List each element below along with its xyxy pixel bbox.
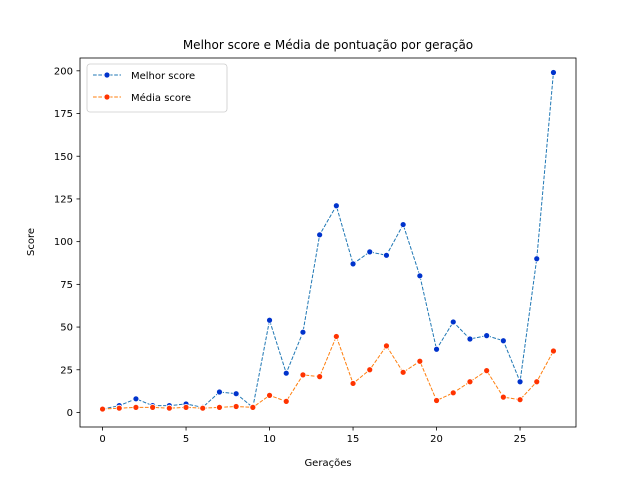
data-point	[449, 318, 457, 326]
data-point	[516, 378, 524, 386]
data-point	[182, 403, 190, 411]
data-point	[332, 202, 340, 210]
data-point	[115, 404, 123, 412]
y-tick-label: 175	[54, 109, 73, 120]
plot-area	[79, 57, 577, 428]
x-axis: 0 5 10 15 20 25	[99, 427, 526, 445]
data-point	[349, 380, 357, 387]
legend-box	[86, 63, 228, 113]
data-point	[533, 255, 541, 263]
data-point	[366, 366, 374, 374]
data-point	[550, 69, 557, 76]
series-line	[102, 72, 554, 410]
x-tick-label: 10	[263, 434, 276, 445]
data-point	[449, 389, 457, 397]
legend-marker	[103, 71, 111, 79]
x-tick-label: 20	[430, 434, 443, 445]
data-point	[416, 272, 424, 280]
series-1	[99, 333, 557, 413]
legend-item: Média score	[93, 92, 191, 104]
data-point	[533, 378, 541, 386]
data-point	[383, 251, 390, 259]
data-point	[232, 390, 240, 398]
data-point	[232, 403, 240, 410]
y-tick-label: 150	[54, 152, 73, 163]
series-0	[99, 69, 557, 413]
data-point	[299, 328, 307, 336]
data-point	[516, 396, 524, 404]
y-tick-label: 50	[60, 323, 73, 334]
data-point	[499, 393, 507, 401]
legend-label: Média score	[131, 92, 191, 104]
legend: Melhor score Média score	[86, 63, 228, 113]
series-layer	[99, 69, 557, 413]
x-tick-label: 25	[514, 434, 527, 445]
plot-frame	[79, 57, 577, 428]
data-point	[165, 404, 173, 412]
data-point	[499, 337, 507, 345]
y-axis-label: Score	[26, 228, 37, 256]
x-axis-label: Gerações	[304, 458, 351, 469]
data-point	[266, 391, 273, 399]
y-tick-label: 0	[67, 408, 73, 419]
y-axis: 0 25 50 75 100 125 150 175 200	[54, 66, 80, 419]
data-point	[483, 367, 491, 375]
data-point	[316, 373, 324, 381]
data-point	[99, 405, 106, 413]
data-point	[282, 369, 290, 377]
data-point	[299, 371, 307, 379]
legend-label: Melhor score	[131, 71, 195, 82]
x-tick-label: 5	[183, 434, 189, 445]
data-point	[483, 332, 491, 340]
data-point	[149, 403, 157, 411]
data-point	[416, 357, 424, 365]
data-point	[399, 221, 407, 228]
y-tick-label: 125	[54, 195, 73, 206]
chart-title: Melhor score e Média de pontuação por ge…	[183, 38, 473, 52]
data-point	[466, 335, 474, 343]
data-point	[282, 397, 290, 405]
y-tick-label: 75	[60, 280, 73, 291]
legend-item: Melhor score	[93, 71, 195, 82]
data-point	[199, 404, 207, 412]
data-point	[383, 342, 390, 350]
data-point	[216, 403, 223, 411]
data-point	[316, 231, 324, 239]
series-line	[102, 335, 554, 410]
data-point	[433, 397, 440, 404]
data-point	[332, 333, 340, 340]
data-point	[266, 316, 273, 324]
data-point	[132, 403, 140, 411]
data-point	[132, 395, 140, 403]
data-point	[249, 403, 257, 411]
y-tick-label: 200	[54, 66, 73, 77]
data-point	[550, 347, 557, 355]
data-point	[349, 260, 357, 268]
data-point	[399, 368, 407, 376]
data-point	[366, 248, 374, 256]
data-point	[433, 345, 440, 353]
x-tick-label: 0	[99, 434, 105, 445]
data-point	[466, 378, 474, 386]
legend-marker	[103, 93, 111, 101]
data-point	[216, 388, 223, 396]
y-tick-label: 25	[60, 365, 73, 376]
x-tick-label: 15	[347, 434, 360, 445]
y-tick-label: 100	[54, 237, 73, 248]
